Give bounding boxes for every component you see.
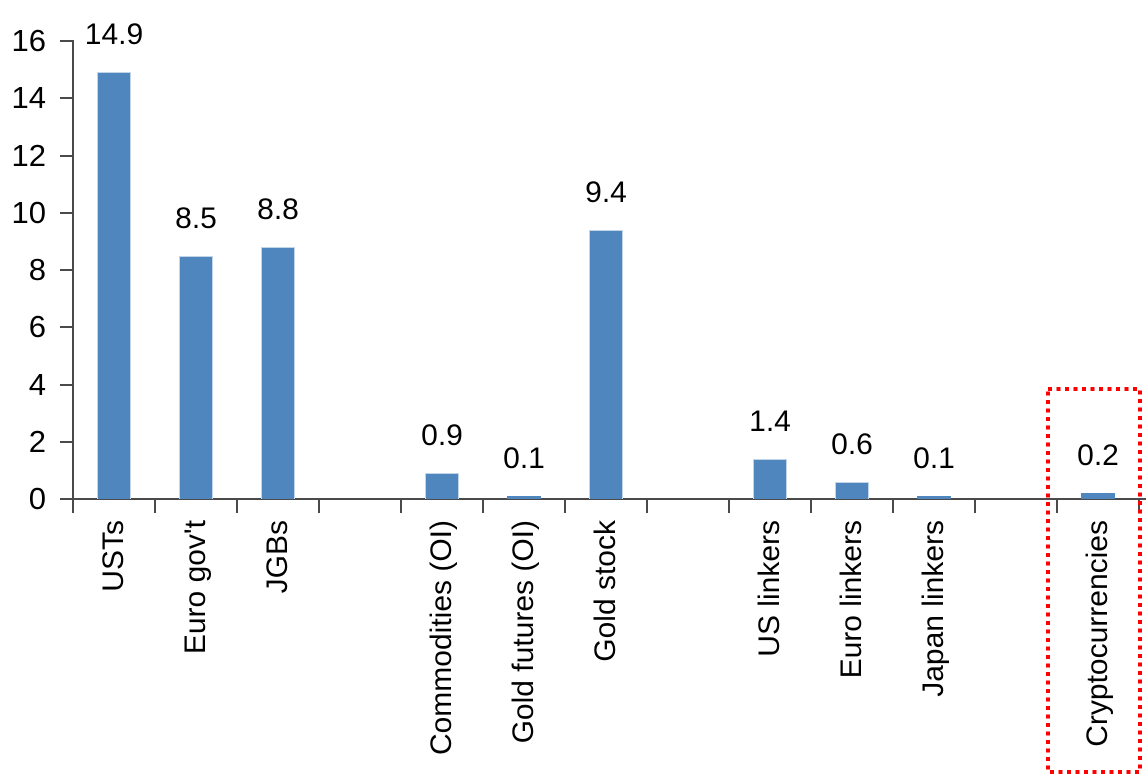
bar-euro-gov-t — [179, 256, 213, 499]
y-tick-label: 6 — [28, 309, 46, 345]
y-tick-label: 0 — [28, 481, 46, 516]
bar-value-label: 0.2 — [1077, 439, 1119, 472]
y-tick — [60, 440, 72, 443]
y-tick — [60, 154, 72, 157]
x-category-label-jgbs: JGBs — [261, 520, 294, 594]
y-tick — [60, 498, 72, 500]
x-category-label-euro-gov-t: Euro gov't — [179, 520, 212, 655]
bar-usts — [97, 72, 131, 499]
x-tick — [154, 500, 156, 513]
bar-us-linkers — [753, 459, 787, 499]
x-tick — [974, 500, 976, 513]
y-tick-label: 2 — [28, 423, 46, 459]
x-tick — [1056, 500, 1058, 513]
x-tick — [400, 500, 402, 513]
bar-value-label: 0.9 — [421, 419, 463, 452]
x-category-label-japan-linkers: Japan linkers — [917, 520, 950, 697]
y-axis-line — [72, 40, 74, 512]
y-tick — [60, 211, 72, 214]
bar-value-label: 9.4 — [585, 176, 627, 209]
y-tick — [60, 383, 72, 386]
x-tick — [318, 500, 320, 513]
bar-gold-futures-oi — [507, 496, 541, 499]
x-category-label-us-linkers: US linkers — [753, 520, 786, 657]
y-tick-label: 12 — [11, 137, 46, 173]
y-tick-label: 10 — [11, 194, 46, 230]
bar-euro-linkers — [835, 482, 869, 499]
x-category-label-gold-futures-oi: Gold futures (OI) — [507, 520, 540, 744]
bar-value-label: 0.1 — [503, 442, 545, 475]
x-tick — [1138, 500, 1140, 513]
bar-jgbs — [261, 247, 295, 499]
y-tick — [60, 269, 72, 271]
x-tick — [892, 500, 894, 513]
bar-gold-stock — [589, 230, 623, 499]
x-axis-line — [72, 498, 1146, 500]
bar-value-label: 0.6 — [831, 428, 873, 461]
bar-value-label: 8.5 — [175, 202, 217, 235]
x-tick — [564, 500, 566, 513]
x-tick — [482, 500, 484, 513]
bar-value-label: 14.9 — [84, 18, 144, 51]
bar-value-label: 0.1 — [913, 442, 955, 475]
x-category-label-euro-linkers: Euro linkers — [835, 520, 868, 679]
bar-japan-linkers — [917, 496, 951, 499]
bar-commodities-oi — [425, 473, 459, 499]
y-tick-label: 8 — [28, 252, 46, 287]
x-tick — [72, 500, 74, 513]
bar-value-label: 1.4 — [749, 405, 791, 438]
x-category-label-gold-stock: Gold stock — [589, 520, 622, 662]
y-tick — [60, 40, 72, 42]
y-tick-label: 16 — [11, 23, 46, 58]
bar-cryptocurrencies — [1081, 493, 1115, 499]
x-tick — [646, 500, 648, 513]
bar-value-label: 8.8 — [257, 193, 299, 226]
highlight-box — [1046, 387, 1142, 774]
x-tick — [236, 500, 238, 513]
y-tick — [60, 326, 72, 329]
x-tick — [728, 500, 730, 513]
y-tick-label: 4 — [28, 366, 46, 402]
x-category-label-usts: USTs — [97, 520, 130, 592]
x-tick — [810, 500, 812, 513]
y-tick-label: 14 — [11, 80, 46, 116]
y-tick — [60, 97, 72, 100]
x-category-label-commodities-oi: Commodities (OI) — [425, 520, 458, 756]
